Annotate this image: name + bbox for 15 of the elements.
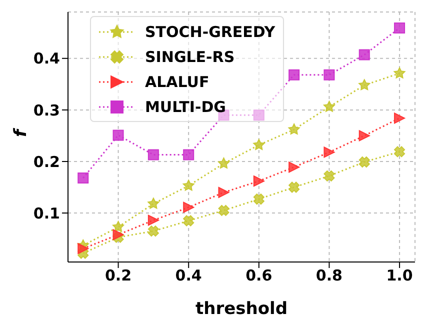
legend-label: SINGLE-RS bbox=[145, 48, 235, 66]
y-tick-label: 0.2 bbox=[33, 152, 60, 171]
y-tick-label: 0.4 bbox=[33, 50, 60, 68]
legend-label: STOCH-GREEDY bbox=[145, 22, 276, 40]
x-tick-label: 0.8 bbox=[316, 266, 343, 285]
x-tick-label: 0.2 bbox=[104, 266, 132, 285]
x-axis-title: threshold bbox=[195, 299, 288, 319]
y-tick-label: 0.1 bbox=[33, 204, 60, 222]
x-tick-label: 1.0 bbox=[386, 266, 413, 285]
y-axis-title: f bbox=[11, 127, 32, 137]
legend-label: ALALUF bbox=[145, 72, 210, 90]
x-tick-label: 0.4 bbox=[175, 266, 202, 285]
x-tick-label: 0.6 bbox=[246, 266, 272, 285]
y-tick-label: 0.3 bbox=[33, 101, 60, 120]
legend-label: MULTI-DG bbox=[145, 98, 226, 116]
